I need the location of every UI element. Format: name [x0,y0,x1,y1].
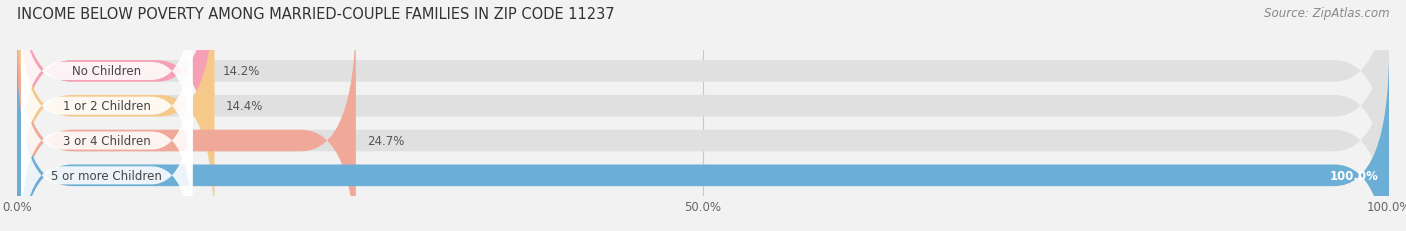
FancyBboxPatch shape [17,13,1389,231]
FancyBboxPatch shape [17,48,1389,231]
FancyBboxPatch shape [17,0,215,231]
Text: Source: ZipAtlas.com: Source: ZipAtlas.com [1264,7,1389,20]
FancyBboxPatch shape [21,0,193,167]
Text: 5 or more Children: 5 or more Children [51,169,162,182]
Text: INCOME BELOW POVERTY AMONG MARRIED-COUPLE FAMILIES IN ZIP CODE 11237: INCOME BELOW POVERTY AMONG MARRIED-COUPL… [17,7,614,22]
FancyBboxPatch shape [17,48,1389,231]
FancyBboxPatch shape [17,0,212,199]
FancyBboxPatch shape [21,11,193,201]
Text: 1 or 2 Children: 1 or 2 Children [63,100,150,113]
FancyBboxPatch shape [17,0,1389,231]
FancyBboxPatch shape [17,13,356,231]
FancyBboxPatch shape [17,0,1389,199]
Text: 100.0%: 100.0% [1329,169,1378,182]
Text: 14.2%: 14.2% [222,65,260,78]
Text: 14.4%: 14.4% [225,100,263,113]
FancyBboxPatch shape [21,46,193,231]
Text: 24.7%: 24.7% [367,134,404,147]
Text: 3 or 4 Children: 3 or 4 Children [63,134,150,147]
FancyBboxPatch shape [21,81,193,231]
Text: No Children: No Children [72,65,142,78]
